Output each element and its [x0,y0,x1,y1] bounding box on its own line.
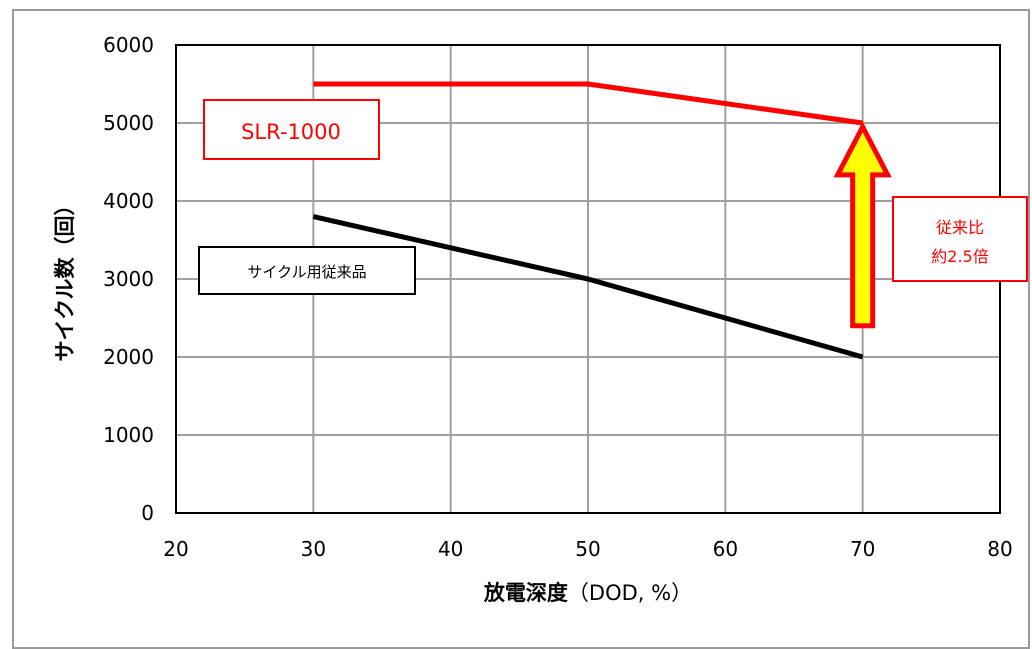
series-labels: SLR-1000 サイクル用従来品 [198,99,416,295]
x-tick-label: 40 [438,537,463,561]
label-box-slr-1000 [203,99,380,160]
y-tick-label: 0 [141,501,154,525]
x-axis-title: 放電深度（DOD, %） [483,581,692,605]
series-line-conventional [312,214,864,360]
increase-arrow [833,121,892,329]
x-tick-label: 20 [163,537,188,561]
series-line-slr-1000 [313,81,864,126]
x-tick-label: 60 [713,537,738,561]
ratio-box [892,196,1028,282]
label-box-conventional [198,246,416,295]
y-tick-label: 5000 [103,111,154,135]
y-tick-label: 2000 [103,345,154,369]
x-tick-label: 70 [850,537,875,561]
x-axis-title-main: 放電深度 [483,581,568,605]
label-slr-1000: SLR-1000 [241,120,341,144]
ratio-label-line2: 約2.5倍 [931,247,988,266]
x-tick-label: 30 [301,537,326,561]
y-axis-title: サイクル数（回） [53,195,77,362]
y-tick-label: 6000 [103,33,154,57]
x-axis-title-unit: （DOD, %） [568,581,692,605]
x-tick-labels: 20 30 40 50 60 70 80 [163,537,1012,561]
x-tick-label: 50 [575,537,600,561]
ratio-label-line1: 従来比 [936,218,984,237]
y-tick-label: 1000 [103,423,154,447]
y-tick-label: 4000 [103,189,154,213]
y-tick-label: 3000 [103,267,154,291]
dod-cycle-chart: 0 1000 2000 3000 4000 5000 6000 20 30 40 50 60 70 80… [53,33,1028,605]
y-tick-labels: 0 1000 2000 3000 4000 5000 6000 [103,33,154,525]
series-lines [312,81,864,360]
x-tick-label: 80 [987,537,1012,561]
label-conventional: サイクル用従来品 [247,263,366,281]
